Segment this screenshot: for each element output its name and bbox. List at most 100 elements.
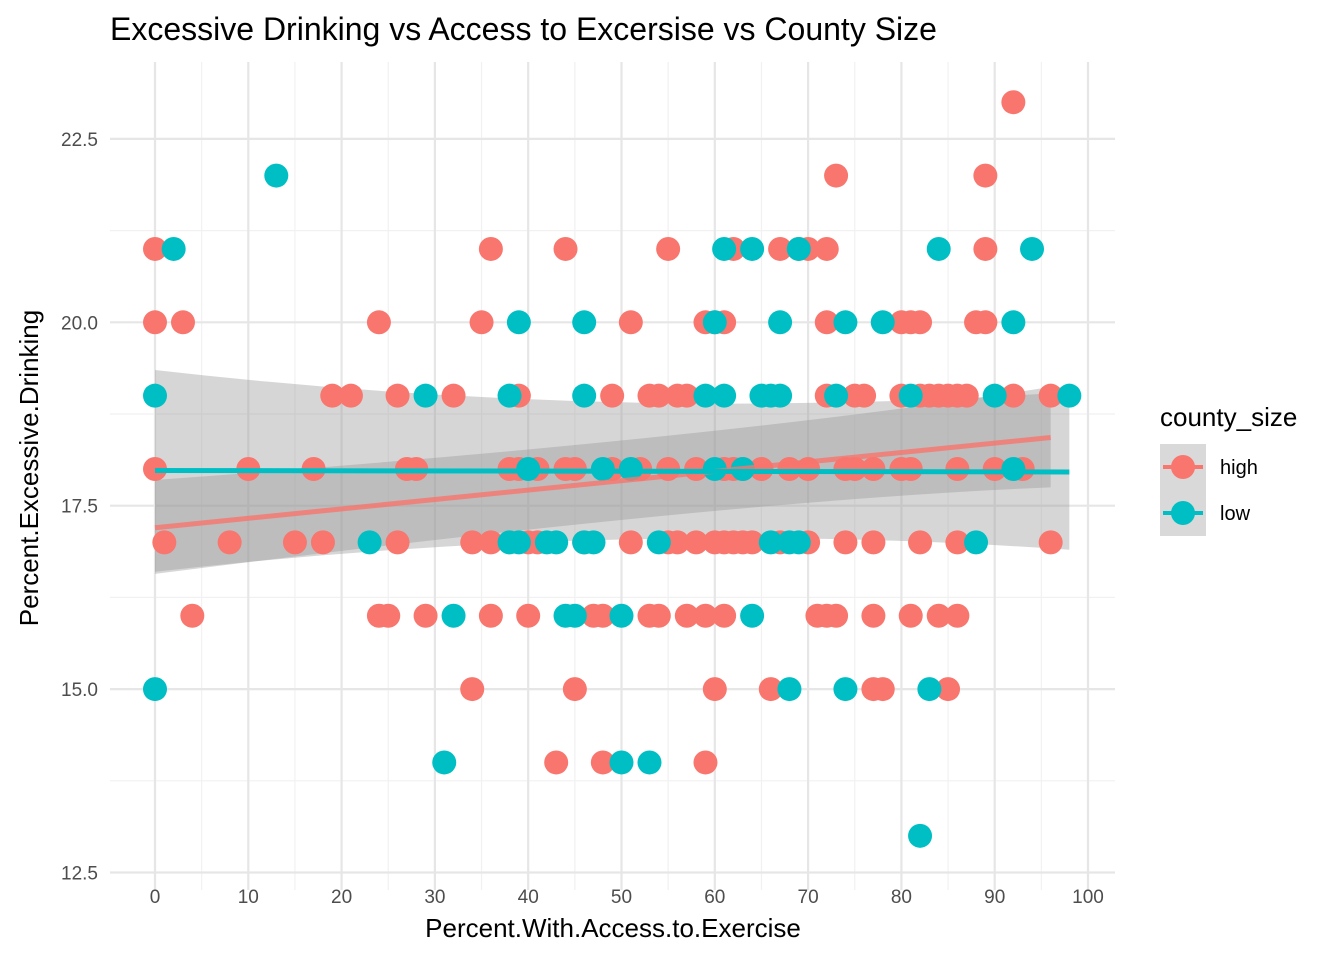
point-low	[870, 310, 895, 335]
point-low	[497, 383, 522, 408]
x-tick-label: 90	[984, 887, 1005, 908]
point-high	[217, 530, 242, 555]
chart-title: Excessive Drinking vs Access to Excersis…	[110, 11, 937, 47]
point-high	[478, 236, 503, 261]
x-tick-label: 30	[424, 887, 445, 908]
point-high	[945, 530, 970, 555]
point-high	[898, 457, 923, 482]
point-high	[310, 530, 335, 555]
point-low	[964, 530, 989, 555]
point-low	[1020, 236, 1045, 261]
point-high	[618, 310, 643, 335]
point-low	[712, 383, 737, 408]
point-low	[161, 236, 186, 261]
point-high	[544, 750, 569, 775]
point-low	[441, 603, 466, 628]
point-low	[143, 383, 167, 408]
trend-line-high	[154, 434, 1051, 531]
point-high	[674, 383, 699, 408]
point-low	[637, 750, 662, 775]
point-high	[553, 236, 578, 261]
point-high	[656, 236, 681, 261]
point-low	[562, 603, 587, 628]
point-low	[646, 530, 671, 555]
point-high	[693, 750, 718, 775]
point-high	[973, 310, 998, 335]
point-high	[618, 530, 643, 555]
point-low	[609, 750, 634, 775]
point-low	[544, 530, 569, 555]
point-high	[973, 236, 998, 261]
point-low	[572, 310, 597, 335]
y-tick-label: 12.5	[61, 864, 98, 885]
point-high	[861, 603, 886, 628]
point-high	[376, 603, 401, 628]
point-low	[982, 383, 1007, 408]
x-tick-label: 10	[238, 887, 259, 908]
point-low	[357, 530, 382, 555]
point-high	[385, 530, 410, 555]
point-low	[693, 383, 718, 408]
x-tick-label: 20	[331, 887, 352, 908]
point-high	[338, 383, 363, 408]
point-high	[898, 603, 923, 628]
point-high	[861, 457, 886, 482]
point-high	[758, 677, 783, 702]
point-high	[740, 530, 765, 555]
point-high	[413, 603, 438, 628]
point-high	[973, 163, 998, 188]
point-high	[143, 310, 167, 335]
point-high	[870, 677, 895, 702]
point-high	[833, 530, 858, 555]
point-high	[945, 457, 970, 482]
y-tick-label: 22.5	[61, 130, 98, 151]
point-high	[180, 603, 205, 628]
point-high	[1038, 383, 1063, 408]
point-high	[954, 383, 979, 408]
point-high	[768, 236, 793, 261]
point-low	[572, 383, 597, 408]
point-high	[516, 603, 541, 628]
point-low	[786, 530, 811, 555]
point-high	[385, 383, 410, 408]
grid	[110, 62, 1115, 890]
point-high	[824, 163, 849, 188]
point-low	[740, 603, 765, 628]
point-high	[600, 383, 625, 408]
y-axis-title: Percent.Excessive.Drinking	[14, 310, 44, 626]
point-high	[478, 530, 503, 555]
point-low	[758, 530, 783, 555]
point-high	[282, 530, 307, 555]
point-high	[152, 530, 177, 555]
legend-label-low: low	[1220, 503, 1251, 525]
point-high	[861, 530, 886, 555]
x-tick-label: 80	[891, 887, 912, 908]
point-high	[562, 677, 587, 702]
point-high	[590, 603, 615, 628]
point-high	[824, 603, 849, 628]
point-high	[590, 750, 615, 775]
data-points	[143, 90, 1082, 848]
point-low	[917, 677, 942, 702]
point-low	[712, 236, 737, 261]
point-high	[926, 603, 951, 628]
point-low	[413, 383, 438, 408]
point-high	[1001, 383, 1026, 408]
point-low	[898, 383, 923, 408]
point-low	[1001, 457, 1026, 482]
legend: county_size high low	[1160, 402, 1297, 536]
x-tick-label: 60	[704, 887, 725, 908]
y-tick-label: 15.0	[61, 680, 98, 701]
point-high	[712, 603, 737, 628]
point-high	[982, 457, 1007, 482]
point-low	[609, 603, 634, 628]
point-low	[506, 530, 531, 555]
x-tick-label: 40	[518, 887, 539, 908]
point-high	[460, 677, 485, 702]
point-high	[143, 236, 167, 261]
point-low	[1057, 383, 1082, 408]
legend-key-point	[1171, 455, 1195, 479]
point-high	[665, 530, 690, 555]
point-high	[460, 530, 485, 555]
